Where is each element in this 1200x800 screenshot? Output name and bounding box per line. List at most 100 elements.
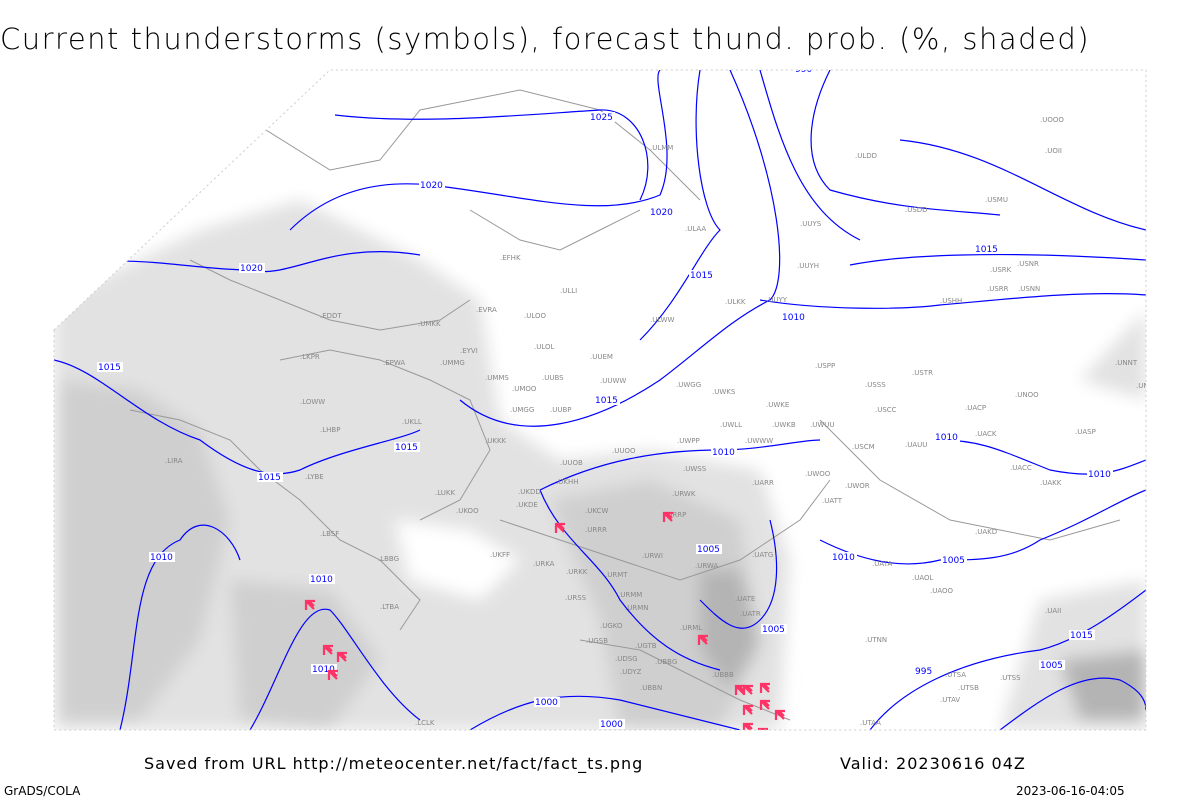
station-label: .ULOL — [534, 343, 555, 351]
station-label: .ULOO — [524, 312, 547, 320]
station-label: .URWA — [695, 562, 718, 570]
station-label: .UTSS — [1000, 674, 1021, 682]
station-label: .UUOB — [560, 459, 583, 467]
station-label: .UNBB — [1136, 382, 1158, 390]
software-credit: GrADS/COLA — [4, 784, 81, 798]
isobar-label: 1010 — [150, 553, 173, 563]
thunderstorm-symbol-icon — [742, 704, 753, 715]
station-label: .USMU — [985, 196, 1008, 204]
thunderstorm-symbol-icon — [774, 709, 785, 720]
station-label: .UARR — [752, 479, 774, 487]
station-label: .UWWW — [745, 437, 773, 445]
station-label: .URRR — [585, 526, 607, 534]
station-label: .UDYZ — [620, 668, 642, 676]
isobar-label: 1000 — [600, 720, 623, 730]
thunderstorm-symbol-icon — [697, 634, 708, 645]
station-label: .LKPR — [300, 353, 320, 361]
isobar-label: 1005 — [697, 545, 720, 555]
station-label: .UATE — [735, 595, 755, 603]
station-label: .UNOO — [1015, 391, 1039, 399]
isobar-label: 1005 — [762, 625, 785, 635]
station-label: .LYBE — [305, 473, 324, 481]
isobar-label-background — [934, 432, 960, 442]
isobar-label-background — [914, 666, 934, 676]
station-label: .UDSG — [615, 655, 638, 663]
station-label: .UKLL — [402, 418, 422, 426]
station-label: .UUYH — [797, 262, 819, 270]
isobar-label-background — [594, 395, 620, 405]
station-label: .UAUU — [905, 441, 927, 449]
station-label: .URML — [680, 624, 702, 632]
station-label: .UNNT — [1115, 359, 1138, 367]
isobar-label: 1015 — [258, 473, 281, 483]
station-label: .UBBB — [712, 671, 734, 679]
thunderstorm-symbol-icon — [304, 599, 315, 610]
isobar-label-background — [649, 207, 675, 217]
station-label: .UACP — [965, 404, 986, 412]
station-label: .URWI — [642, 552, 663, 560]
station-label: .ULLI — [560, 287, 577, 295]
station-label: .UACK — [975, 430, 997, 438]
station-label: .URMM — [618, 591, 642, 599]
station-label: .URMT — [605, 571, 628, 579]
station-label: .UUOO — [612, 447, 636, 455]
station-label: .UUEM — [590, 353, 613, 361]
isobar-label-background — [831, 552, 857, 562]
isobar-label-background — [1087, 469, 1113, 479]
isobar-label-background — [1039, 660, 1065, 670]
station-label: .USNN — [1018, 285, 1040, 293]
isobar-label-background — [149, 552, 175, 562]
station-label: .LIRA — [165, 457, 183, 465]
station-label: .USCM — [852, 443, 875, 451]
station-label: .UTAV — [940, 696, 960, 704]
isobar-label-background — [257, 472, 283, 482]
station-label: .UASP — [1075, 428, 1096, 436]
thunderstorm-symbol-icon — [327, 669, 338, 680]
map-frame — [53, 69, 1147, 731]
isobar-labels: 1025 1020 1020 1020 1015 1015 1015 1015 1015 1010… — [97, 70, 1113, 730]
station-label: .LBBG — [378, 555, 399, 563]
station-label: .UUYS — [800, 220, 822, 228]
station-label: .UWLL — [720, 421, 742, 429]
isobar-label-background — [794, 70, 814, 74]
station-label: .UOOO — [1040, 116, 1064, 124]
station-label: .UKDE — [516, 501, 538, 509]
isobar-label-background — [239, 263, 265, 273]
isobar-label-background — [711, 447, 737, 457]
thunderstorm-symbol-icon — [757, 727, 768, 730]
isobar-label: 1010 — [712, 448, 735, 458]
valid-time-text: Valid: 20230616 04Z — [840, 754, 1026, 773]
isobar-label: 1015 — [975, 245, 998, 255]
station-label: .UKCW — [585, 507, 608, 515]
isobar-label: 1000 — [535, 698, 558, 708]
thunderstorm-symbol-icon — [336, 651, 347, 662]
station-label: .UUWW — [600, 377, 626, 385]
station-label: .ULMM — [650, 144, 673, 152]
station-label: .UMKK — [418, 320, 441, 328]
station-label: .USDD — [905, 206, 928, 214]
isobar-label-background — [781, 312, 807, 322]
isobar-label-background — [97, 362, 123, 372]
station-label: .UGTB — [635, 642, 657, 650]
thunderstorm-symbol-icon — [322, 644, 333, 655]
isobar-label: 1020 — [420, 181, 443, 191]
station-label: .UBBN — [640, 684, 662, 692]
station-label: .UUBS — [542, 374, 564, 382]
station-label: .UUBP — [550, 406, 572, 414]
station-label: .URSS — [565, 594, 587, 602]
station-label: .UWKB — [772, 421, 796, 429]
station-label: .UTSA — [945, 671, 966, 679]
station-label: .URWK — [672, 490, 696, 498]
station-label: .LCLK — [415, 719, 435, 727]
isobar-label: 995 — [915, 667, 932, 677]
station-label: .USHH — [940, 297, 962, 305]
isobar-label-background — [419, 180, 445, 190]
isobar-label: 1010 — [1088, 470, 1111, 480]
isobar-label-background — [1069, 630, 1095, 640]
station-label: .LTBA — [380, 603, 399, 611]
station-label: .UKKK — [485, 437, 507, 445]
station-label: .UTAA — [860, 719, 881, 727]
thunderstorm-symbol-icon — [742, 722, 753, 730]
station-label: .UGKO — [600, 622, 623, 630]
